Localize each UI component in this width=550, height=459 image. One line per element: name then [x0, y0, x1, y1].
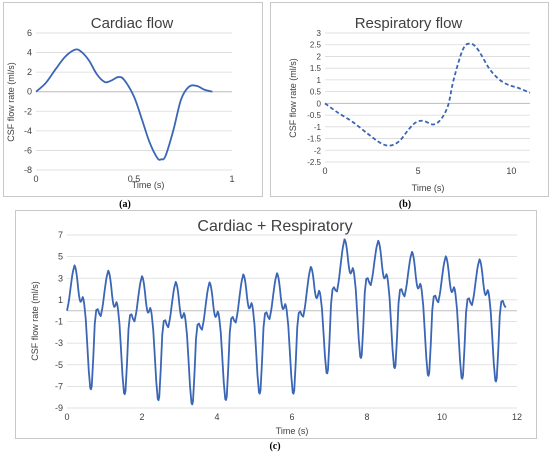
ytick-label-1-8: 1.5	[310, 64, 322, 73]
panel-a-label: (a)	[119, 199, 131, 210]
ytick-label-2-3: -3	[55, 338, 63, 348]
ytick-label-0-7: 6	[27, 28, 32, 38]
chart-c-title: Cardiac + Respiratory	[197, 218, 353, 235]
ytick-label-0-4: 0	[27, 87, 32, 97]
ytick-label-2-4: -1	[55, 317, 63, 327]
y-axis-label-1: CSF flow rate (ml/s)	[288, 58, 298, 138]
y-axis-label-2: CSF flow rate (ml/s)	[30, 281, 40, 361]
xtick-label-0-2: 1	[229, 174, 234, 184]
ytick-label-1-4: -0.5	[307, 111, 321, 120]
ytick-label-1-5: 0	[317, 99, 322, 108]
xtick-label-0-1: 0.5	[128, 174, 141, 184]
panel-c	[15, 210, 537, 439]
panel-c-label: (c)	[269, 441, 281, 452]
chart-b-title: Respiratory flow	[354, 15, 463, 32]
xtick-label-2-5: 10	[437, 412, 447, 422]
ytick-label-2-7: 5	[58, 252, 63, 262]
ytick-label-2-8: 7	[58, 230, 63, 240]
x-axis-label-1: Time (s)	[412, 183, 445, 193]
series-line-0	[35, 48, 213, 161]
series-line-2	[66, 238, 507, 406]
ytick-label-0-1: -6	[24, 145, 32, 155]
xtick-label-2-2: 4	[214, 412, 219, 422]
ytick-label-1-11: 3	[317, 29, 322, 38]
xtick-label-2-6: 12	[512, 412, 522, 422]
y-axis-label-0: CSF flow rate (ml/s)	[6, 62, 16, 142]
x-axis-label-0: Time (s)	[132, 180, 165, 190]
ytick-label-0-0: -8	[24, 165, 32, 175]
xtick-label-1-0: 0	[322, 166, 327, 176]
xtick-label-2-0: 0	[64, 412, 69, 422]
ytick-label-0-6: 4	[27, 48, 32, 58]
xtick-label-1-1: 5	[416, 166, 421, 176]
ytick-label-1-6: 0.5	[310, 88, 322, 97]
ytick-label-0-3: -2	[24, 106, 32, 116]
xtick-label-2-1: 2	[139, 412, 144, 422]
ytick-label-1-7: 1	[317, 76, 322, 85]
ytick-label-2-6: 3	[58, 273, 63, 283]
ytick-label-1-9: 2	[317, 52, 322, 61]
ytick-label-2-5: 1	[58, 295, 63, 305]
xtick-label-1-2: 10	[506, 166, 516, 176]
ytick-label-2-2: -5	[55, 360, 63, 370]
ytick-label-1-1: -2	[314, 146, 322, 155]
ytick-label-0-2: -4	[24, 126, 32, 136]
xtick-label-2-3: 6	[289, 412, 294, 422]
ytick-label-1-2: -1.5	[307, 135, 321, 144]
series-line-1	[324, 42, 531, 147]
panel-a	[3, 2, 263, 197]
ytick-label-2-0: -9	[55, 403, 63, 413]
x-axis-label-2: Time (s)	[276, 426, 309, 436]
ytick-label-1-10: 2.5	[310, 41, 322, 50]
panel-b	[270, 2, 549, 197]
panel-b-label: (b)	[398, 199, 412, 210]
ytick-label-2-1: -7	[55, 381, 63, 391]
xtick-label-2-4: 8	[364, 412, 369, 422]
xtick-label-0-0: 0	[33, 174, 38, 184]
ytick-label-0-5: 2	[27, 67, 32, 77]
chart-a-title: Cardiac flow	[90, 15, 174, 32]
ytick-label-1-0: -2.5	[307, 158, 321, 167]
ytick-label-1-3: -1	[314, 123, 322, 132]
